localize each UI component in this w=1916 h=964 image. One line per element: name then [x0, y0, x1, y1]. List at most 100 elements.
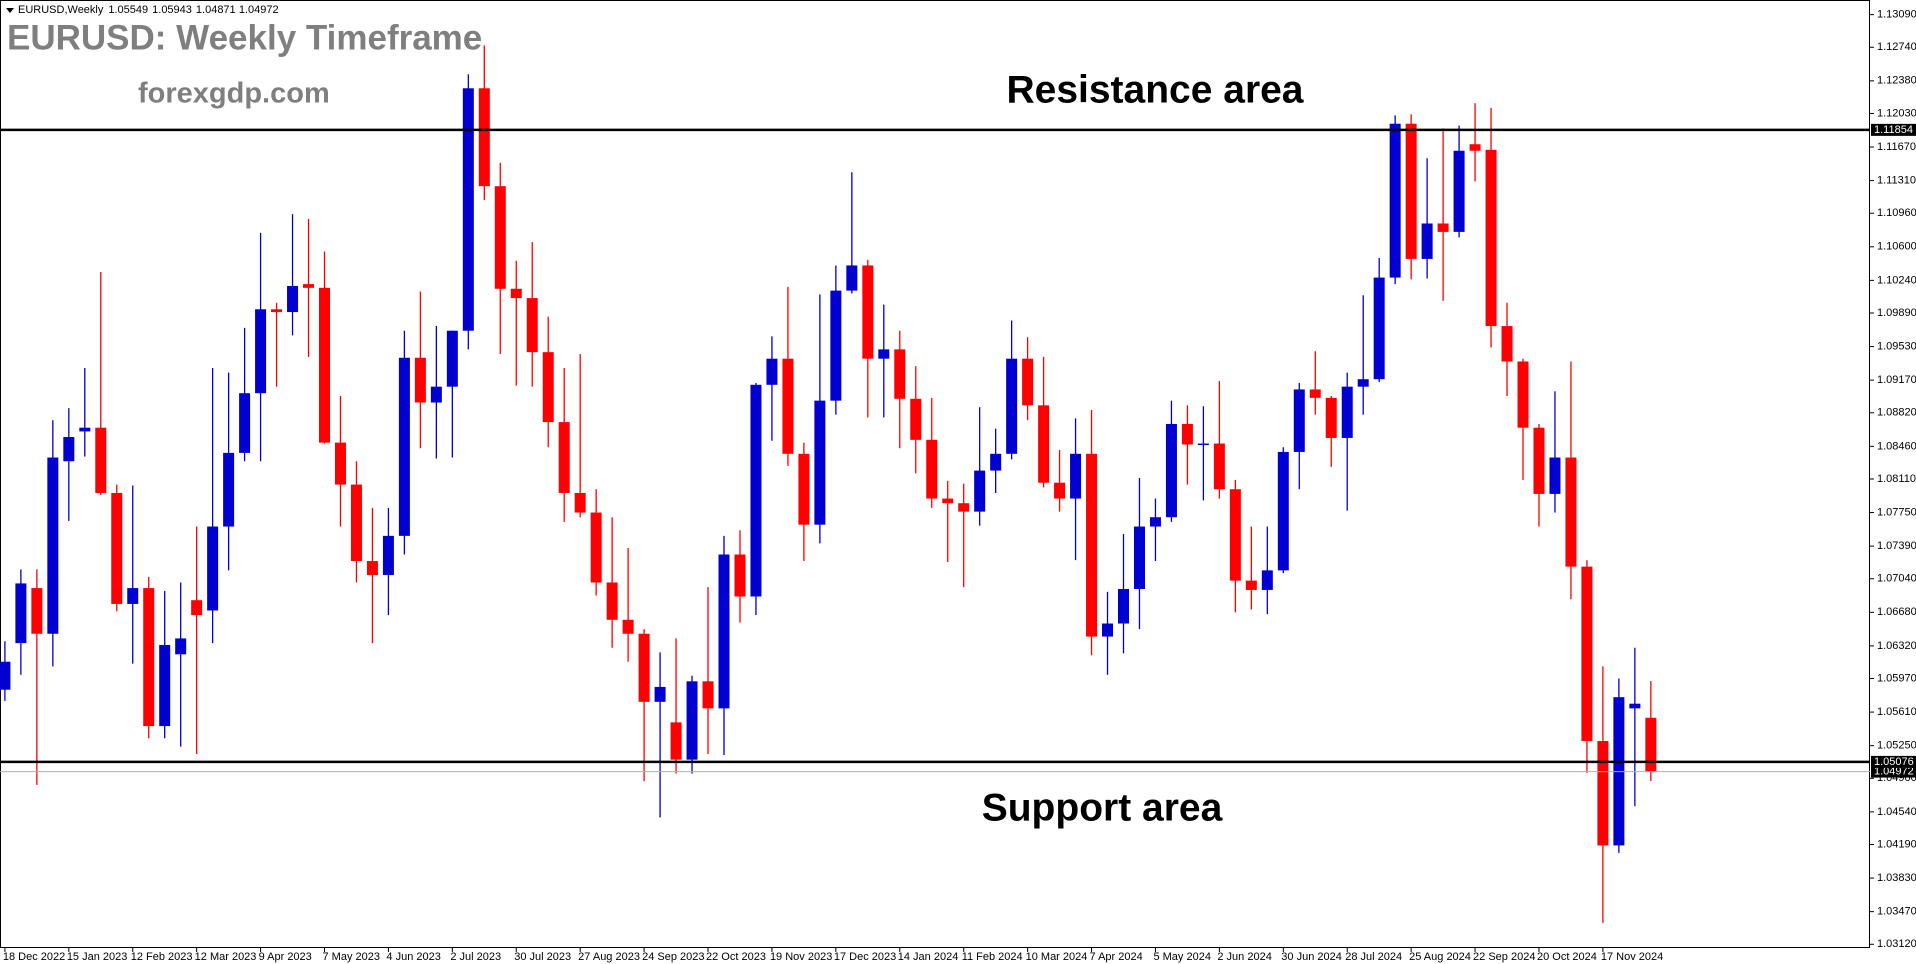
x-tick-label: 25 Aug 2024	[1409, 951, 1471, 963]
x-tick-label: 11 Feb 2024	[962, 951, 1023, 963]
candle-body	[1501, 326, 1513, 362]
y-tick-label: 1.07750	[1877, 506, 1916, 518]
x-tick-label: 30 Jul 2023	[514, 951, 571, 963]
candle-body	[319, 287, 330, 443]
candle-body	[734, 554, 746, 597]
x-tick-label: 20 Oct 2024	[1537, 951, 1597, 963]
candle-body	[750, 384, 762, 597]
x-tick-label: 12 Feb 2023	[131, 951, 193, 963]
candle-body	[1389, 123, 1401, 278]
candle-body	[862, 265, 874, 359]
candle-body	[782, 358, 794, 454]
candle-body	[654, 686, 666, 702]
resistance-annotation: Resistance area	[1006, 68, 1303, 111]
candle-body	[1469, 144, 1481, 151]
candle-body	[303, 284, 315, 288]
candle-body	[766, 358, 778, 385]
x-tick-label: 22 Sep 2024	[1473, 951, 1535, 963]
x-tick-label: 14 Jan 2024	[898, 951, 959, 963]
header-low: 1.04871	[196, 4, 236, 16]
candle-body	[366, 561, 378, 576]
y-tick-label: 1.08820	[1877, 407, 1916, 419]
candle-body	[510, 288, 522, 299]
candle-body	[494, 186, 506, 289]
candle-body	[878, 349, 890, 359]
candle-body	[1181, 423, 1193, 445]
candle-body	[1022, 358, 1034, 406]
y-tick-label: 1.07040	[1877, 573, 1916, 585]
x-tick-label: 4 Jun 2023	[386, 951, 440, 963]
candle-body	[239, 393, 251, 453]
y-tick-label: 1.06320	[1877, 640, 1916, 652]
candle-body	[1325, 397, 1337, 438]
candle-body	[287, 285, 299, 313]
candle-body	[1373, 277, 1385, 380]
candle-body	[1485, 149, 1497, 327]
y-tick-label: 1.10600	[1877, 241, 1916, 253]
candle-body	[350, 484, 362, 562]
chart-header: EURUSD,Weekly 1.05549 1.05943 1.04871 1.0497…	[18, 4, 279, 16]
candle-body	[1070, 453, 1082, 499]
candle-body	[1165, 423, 1177, 518]
candle-body	[686, 681, 698, 760]
candle-body	[1309, 389, 1321, 398]
x-tick-label: 9 Apr 2023	[259, 951, 312, 963]
candle-body	[1149, 517, 1161, 527]
candle-body	[446, 330, 458, 387]
candle-body	[223, 452, 235, 527]
y-tick-label: 1.09890	[1877, 307, 1916, 319]
header-open: 1.05549	[108, 4, 148, 16]
x-tick-label: 30 Jun 2024	[1281, 951, 1342, 963]
candle-body	[271, 309, 283, 313]
candle-body	[1261, 570, 1273, 590]
candle-body	[398, 357, 410, 536]
candle-body	[910, 398, 922, 440]
candle-body	[478, 88, 490, 187]
header-high: 1.05943	[152, 4, 192, 16]
candle-body	[942, 498, 954, 504]
y-tick-label: 1.12030	[1877, 107, 1916, 119]
current-price-box	[1871, 765, 1916, 778]
support-annotation: Support area	[982, 786, 1223, 829]
candle-body	[622, 619, 634, 634]
candle-body	[63, 437, 75, 462]
candle-body	[606, 582, 618, 620]
candle-body	[1533, 427, 1545, 494]
level-box	[1871, 123, 1916, 136]
y-tick-label: 1.04540	[1877, 806, 1916, 818]
candle-body	[1549, 457, 1561, 494]
candle-body	[1405, 123, 1417, 259]
candle-body	[1118, 589, 1129, 624]
candle-body	[111, 492, 123, 604]
chart-subtitle: forexgdp.com	[138, 78, 330, 110]
candle-body	[926, 439, 938, 499]
y-tick-label: 1.12380	[1877, 75, 1916, 87]
candle-body	[958, 503, 970, 512]
level-label: 1.05076	[1874, 756, 1914, 768]
x-tick-label: 5 May 2024	[1153, 951, 1210, 963]
current-price-label: 1.04972	[1874, 765, 1914, 777]
y-tick-label: 1.05970	[1877, 672, 1916, 684]
x-tick-label: 27 Aug 2023	[578, 951, 640, 963]
candle-body	[558, 422, 570, 493]
y-tick-label: 1.03830	[1877, 872, 1916, 884]
y-tick-label: 1.04190	[1877, 838, 1916, 850]
candle-body	[382, 535, 394, 576]
candle-body	[1645, 717, 1657, 772]
x-tick-label: 2 Jul 2023	[450, 951, 501, 963]
y-tick-label: 1.05250	[1877, 740, 1916, 752]
candle-body	[191, 600, 203, 616]
y-tick-label: 1.12740	[1877, 41, 1916, 53]
candle-body	[574, 492, 586, 513]
x-tick-label: 7 May 2023	[323, 951, 380, 963]
candle-body	[974, 470, 986, 512]
candle-body	[1197, 443, 1209, 446]
y-tick-label: 1.07390	[1877, 540, 1916, 552]
candle-body	[1229, 489, 1241, 581]
candle-body	[1437, 223, 1449, 232]
y-tick-label: 1.10240	[1877, 274, 1916, 286]
candle-body	[1102, 623, 1114, 637]
y-tick-label: 1.03470	[1877, 906, 1916, 918]
candle-body	[1245, 580, 1257, 590]
candle-body	[159, 644, 171, 727]
